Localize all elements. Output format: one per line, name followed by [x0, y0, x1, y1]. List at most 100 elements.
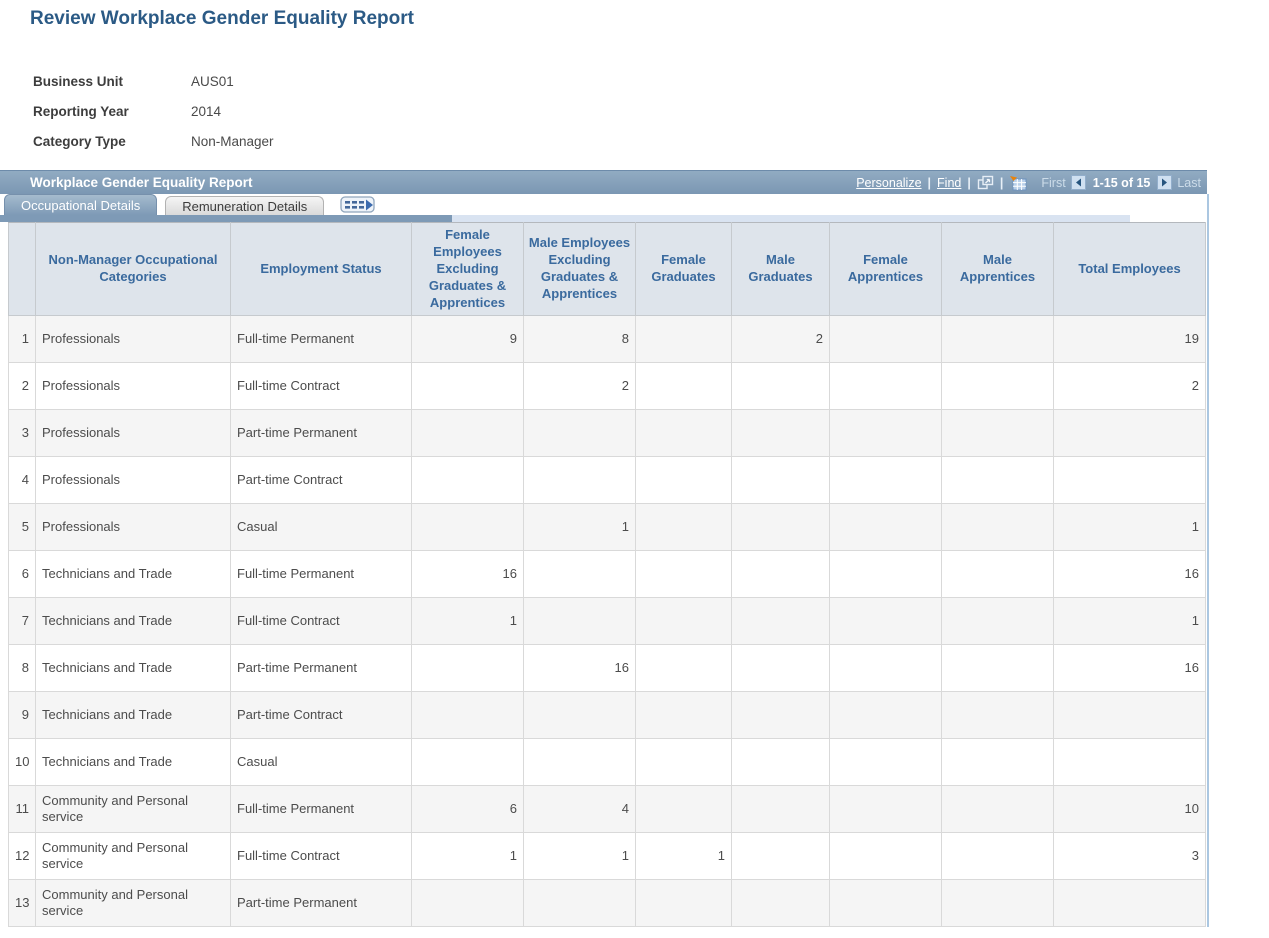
- column-header-male_appr: Male Apprentices: [941, 221, 1054, 317]
- download-to-excel-grid-icon[interactable]: [1009, 175, 1027, 191]
- cell-female_appr: [829, 409, 942, 458]
- tab-strip-dark-segment: [0, 215, 452, 222]
- cell-category: Community and Personal service: [35, 879, 231, 928]
- cell-male_appr: [941, 362, 1054, 411]
- cell-status: Part-time Contract: [230, 456, 412, 505]
- header-fields: Business Unit AUS01 Reporting Year 2014 …: [33, 74, 1269, 164]
- cell-male_grad: [731, 691, 830, 740]
- row-number: 4: [8, 456, 36, 505]
- personalize-link[interactable]: Personalize: [856, 175, 922, 190]
- cell-status: Full-time Contract: [230, 597, 412, 646]
- cell-male_appr: [941, 503, 1054, 552]
- open-in-new-window-icon[interactable]: [977, 175, 994, 190]
- table-row: 4 Professionals Part-time Contract: [8, 456, 1206, 505]
- cell-male_appr: [941, 832, 1054, 881]
- tab-strip-light-segment: [452, 215, 1130, 222]
- grid-box: Workplace Gender Equality Report Persona…: [0, 170, 1209, 928]
- cell-female_emp: [411, 409, 524, 458]
- cell-female_appr: [829, 315, 942, 364]
- row-number: 10: [8, 738, 36, 787]
- cell-female_grad: [635, 503, 732, 552]
- cell-female_emp: 6: [411, 785, 524, 834]
- table-row: 12 Community and Personal service Full-tim…: [8, 832, 1206, 881]
- cell-status: Part-time Permanent: [230, 409, 412, 458]
- cell-male_grad: 2: [731, 315, 830, 364]
- cell-female_appr: [829, 362, 942, 411]
- table-row: 8 Technicians and Trade Part-time Permanen…: [8, 644, 1206, 693]
- show-all-columns-icon[interactable]: [340, 195, 376, 214]
- cell-status: Casual: [230, 738, 412, 787]
- cell-male_appr: [941, 456, 1054, 505]
- cell-male_grad: [731, 832, 830, 881]
- cell-female_emp: [411, 362, 524, 411]
- cell-female_appr: [829, 644, 942, 693]
- tab-occupational-details[interactable]: Occupational Details: [4, 194, 158, 215]
- row-number: 9: [8, 691, 36, 740]
- category-type-value: Non-Manager: [191, 134, 274, 149]
- cell-male_grad: [731, 738, 830, 787]
- pagination-last[interactable]: Last: [1177, 175, 1201, 190]
- find-link[interactable]: Find: [937, 175, 962, 190]
- pagination-range: 1-15 of 15: [1092, 175, 1151, 190]
- cell-male_emp: [523, 738, 636, 787]
- cell-male_emp: [523, 409, 636, 458]
- cell-total: [1053, 738, 1206, 787]
- tab-label: Occupational Details: [21, 197, 141, 213]
- cell-male_grad: [731, 644, 830, 693]
- cell-male_emp: [523, 691, 636, 740]
- cell-male_grad: [731, 503, 830, 552]
- cell-category: Professionals: [35, 503, 231, 552]
- table-row: 13 Community and Personal service Part-tim…: [8, 879, 1206, 928]
- cell-status: Part-time Contract: [230, 691, 412, 740]
- cell-female_emp: 1: [411, 832, 524, 881]
- cell-female_emp: [411, 644, 524, 693]
- cell-female_appr: [829, 738, 942, 787]
- row-number: 7: [8, 597, 36, 646]
- cell-male_emp: [523, 550, 636, 599]
- cell-female_grad: 1: [635, 832, 732, 881]
- previous-arrow-icon[interactable]: [1070, 175, 1086, 190]
- cell-male_grad: [731, 597, 830, 646]
- toolbar-separator: |: [967, 175, 971, 190]
- cell-total: 10: [1053, 785, 1206, 834]
- pagination-first[interactable]: First: [1041, 175, 1066, 190]
- cell-male_appr: [941, 691, 1054, 740]
- cell-total: 1: [1053, 503, 1206, 552]
- cell-total: [1053, 879, 1206, 928]
- cell-total: 16: [1053, 550, 1206, 599]
- gender-equality-table: Non-Manager Occupational Categories Emplo…: [8, 221, 1206, 928]
- cell-male_appr: [941, 785, 1054, 834]
- cell-category: Technicians and Trade: [35, 550, 231, 599]
- cell-category: Technicians and Trade: [35, 644, 231, 693]
- cell-category: Technicians and Trade: [35, 597, 231, 646]
- cell-female_emp: [411, 691, 524, 740]
- row-number: 3: [8, 409, 36, 458]
- cell-male_grad: [731, 785, 830, 834]
- cell-female_emp: [411, 503, 524, 552]
- cell-category: Community and Personal service: [35, 832, 231, 881]
- cell-male_emp: [523, 597, 636, 646]
- cell-female_appr: [829, 503, 942, 552]
- page-title: Review Workplace Gender Equality Report: [30, 8, 414, 29]
- next-arrow-icon[interactable]: [1157, 175, 1173, 190]
- column-header-total: Total Employees: [1053, 221, 1206, 317]
- row-number: 11: [8, 785, 36, 834]
- cell-female_grad: [635, 409, 732, 458]
- cell-female_appr: [829, 456, 942, 505]
- cell-female_appr: [829, 879, 942, 928]
- cell-female_appr: [829, 691, 942, 740]
- cell-category: Professionals: [35, 456, 231, 505]
- cell-female_appr: [829, 597, 942, 646]
- column-header-male_emp: Male Employees Excluding Graduates & App…: [523, 221, 636, 317]
- field-reporting-year: Reporting Year 2014: [33, 104, 1269, 134]
- cell-male_appr: [941, 644, 1054, 693]
- cell-category: Technicians and Trade: [35, 691, 231, 740]
- reporting-year-value: 2014: [191, 104, 222, 119]
- cell-male_emp: 16: [523, 644, 636, 693]
- tab-remuneration-details[interactable]: Remuneration Details: [165, 196, 325, 215]
- cell-male_appr: [941, 597, 1054, 646]
- cell-female_grad: [635, 550, 732, 599]
- column-header-male_grad: Male Graduates: [731, 221, 830, 317]
- column-header-status: Employment Status: [230, 221, 412, 317]
- cell-male_appr: [941, 315, 1054, 364]
